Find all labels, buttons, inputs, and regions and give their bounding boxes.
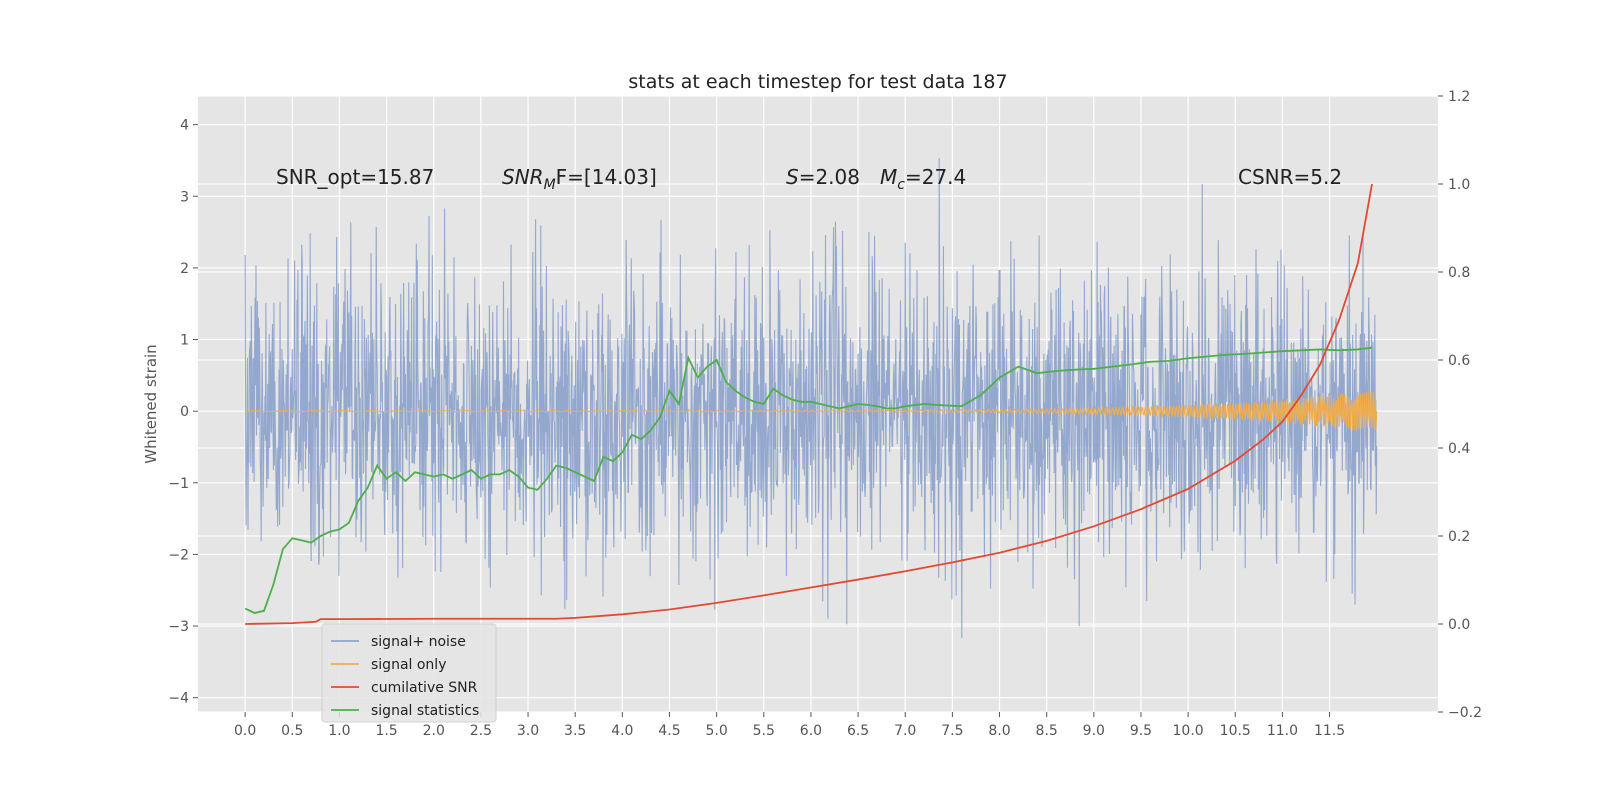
annotation-text: SNRMF=[14.03] <box>502 165 657 193</box>
y2-axis-ticks: 1.2 1.0 0.8 0.6 0.4 0.2 0.0 −0.2 <box>1438 89 1482 721</box>
legend-label: signal statistics <box>371 703 479 719</box>
y2-tick-label: 0.4 <box>1448 441 1470 457</box>
cumulative-snr-series <box>245 183 1373 625</box>
x-tick-label: 11.0 <box>1267 723 1298 739</box>
x-tick-label: 3.0 <box>517 723 539 739</box>
signal-statistics-series <box>244 346 1373 614</box>
legend-label: signal+ noise <box>371 634 466 650</box>
x-tick-label: 6.5 <box>847 723 869 739</box>
x-tick-label: 4.5 <box>658 723 680 739</box>
x-tick-label: 7.0 <box>894 723 916 739</box>
y-axis-ticks: 4 3 2 1 0 −1 −2 −3 −4 <box>168 118 198 707</box>
x-tick-label: 11.5 <box>1314 723 1345 739</box>
y2-tick-label: 0.2 <box>1448 529 1470 545</box>
signal-only-series <box>245 391 1378 431</box>
annotation-text: Mc=27.4 <box>880 165 966 193</box>
annotations: SNR_opt=15.87 SNRMF=[14.03] S=2.08 Mc=27.4 C… <box>276 165 1342 193</box>
x-axis-ticks: 0.0 0.5 1.0 1.5 2.0 2.5 3.0 3.5 4.0 4.5 5.0 5.5 6.0 6… <box>234 712 1345 739</box>
x-tick-label: 5.5 <box>753 723 775 739</box>
signal-plus-noise-series <box>244 158 1378 638</box>
x-tick-label: 0.5 <box>281 723 303 739</box>
y-tick-label: 1 <box>180 333 189 349</box>
x-tick-label: 2.5 <box>470 723 492 739</box>
y-tick-label: −4 <box>168 691 189 707</box>
legend: signal+ noise signal only cumilative SNR si… <box>321 623 497 723</box>
x-tick-label: 10.0 <box>1173 723 1204 739</box>
annotation-text: SNR_opt=15.87 <box>276 165 434 189</box>
signal-only-line <box>245 391 1378 431</box>
y-tick-label: 2 <box>180 261 189 277</box>
x-tick-label: 9.5 <box>1130 723 1152 739</box>
signal-plus-noise-line <box>244 158 1378 638</box>
x-tick-label: 6.0 <box>800 723 822 739</box>
x-tick-label: 9.0 <box>1083 723 1105 739</box>
x-tick-label: 8.0 <box>988 723 1010 739</box>
y2-tick-label: 0.0 <box>1448 617 1470 633</box>
y2-tick-label: −0.2 <box>1448 705 1482 721</box>
x-tick-label: 8.5 <box>1036 723 1058 739</box>
x-tick-label: 2.0 <box>423 723 445 739</box>
x-tick-label: 7.5 <box>941 723 963 739</box>
y2-tick-label: 1.0 <box>1448 177 1470 193</box>
annotation-text: CSNR=5.2 <box>1238 165 1342 189</box>
y-tick-label: −2 <box>168 547 189 563</box>
annotation-text: S=2.08 <box>786 165 860 189</box>
y-tick-label: −3 <box>168 619 189 635</box>
legend-label: signal only <box>371 657 446 673</box>
y2-tick-label: 0.6 <box>1448 353 1470 369</box>
x-tick-label: 10.5 <box>1220 723 1251 739</box>
y-tick-label: 4 <box>180 118 189 134</box>
y-axis-label: Whitened strain <box>142 344 160 463</box>
legend-box <box>321 623 497 723</box>
y-tick-label: 0 <box>180 404 189 420</box>
y2-tick-label: 0.8 <box>1448 265 1470 281</box>
y2-tick-label: 1.2 <box>1448 89 1470 105</box>
x-tick-label: 0.0 <box>234 723 256 739</box>
signal-statistics-line <box>244 346 1373 614</box>
x-tick-label: 1.0 <box>328 723 350 739</box>
cumulative-snr-line <box>245 183 1373 625</box>
y-tick-label: −1 <box>168 476 189 492</box>
legend-label: cumilative SNR <box>371 680 478 696</box>
x-tick-label: 4.0 <box>611 723 633 739</box>
x-tick-label: 1.5 <box>375 723 397 739</box>
y-tick-label: 3 <box>180 189 189 205</box>
chart-title: stats at each timestep for test data 187 <box>628 71 1007 93</box>
x-tick-label: 5.0 <box>705 723 727 739</box>
x-tick-label: 3.5 <box>564 723 586 739</box>
